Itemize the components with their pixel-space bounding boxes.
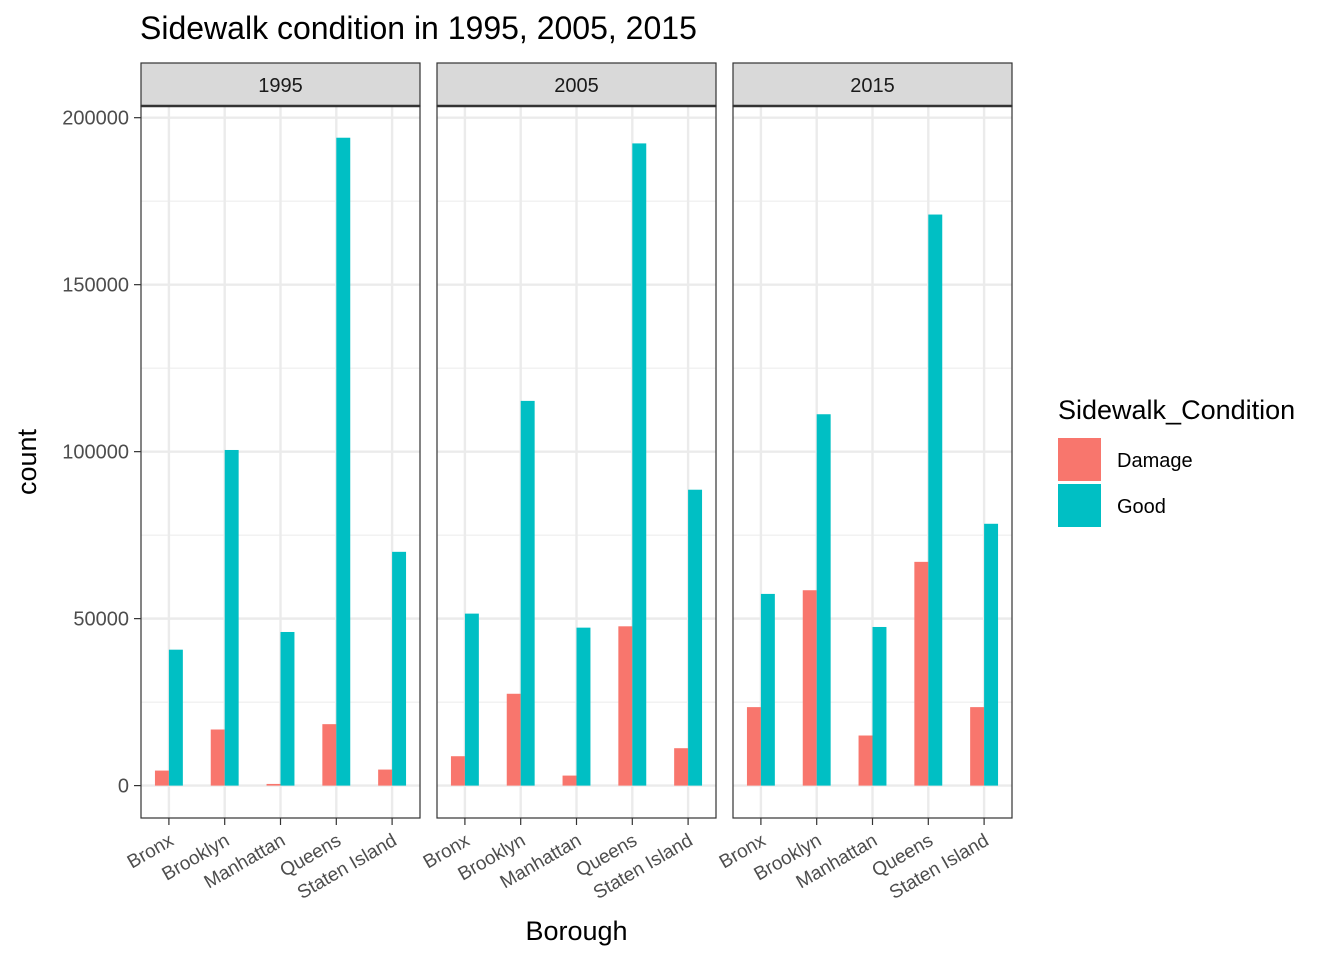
bar-1995-queens-good <box>336 137 351 786</box>
bar-1995-manhattan-damage <box>266 783 281 786</box>
bar-2015-queens-good <box>928 214 943 786</box>
legend-title: Sidewalk_Condition <box>1058 395 1295 425</box>
facet-strip-2015 <box>732 62 1013 107</box>
bar-2005-staten-island-damage <box>674 748 689 786</box>
chart-title: Sidewalk condition in 1995, 2005, 2015 <box>140 10 697 46</box>
y-tick-label: 200000 <box>62 108 129 130</box>
bar-2015-manhattan-damage <box>858 735 873 786</box>
facet-label-1995: 1995 <box>258 75 303 97</box>
facet-strip-1995 <box>140 62 421 107</box>
bar-2015-bronx-damage <box>746 707 761 786</box>
bar-2005-staten-island-good <box>688 489 703 786</box>
bar-1995-queens-damage <box>322 724 337 786</box>
bar-1995-staten-island-good <box>392 551 407 786</box>
facet-label-2015: 2015 <box>850 75 895 97</box>
bar-1995-manhattan-good <box>280 631 295 786</box>
bar-2015-brooklyn-damage <box>802 590 817 786</box>
bar-2005-queens-damage <box>618 626 633 786</box>
facet-label-2005: 2005 <box>554 75 599 97</box>
bar-2005-brooklyn-damage <box>506 693 521 786</box>
bar-2015-staten-island-good <box>984 523 999 786</box>
bar-1995-brooklyn-good <box>224 449 239 786</box>
bar-1995-brooklyn-damage <box>210 729 225 786</box>
bar-2015-staten-island-damage <box>970 707 985 786</box>
bar-2005-brooklyn-good <box>520 400 535 786</box>
bar-2005-manhattan-damage <box>562 775 577 786</box>
legend-key-good <box>1058 484 1101 527</box>
bar-2005-bronx-good <box>464 613 479 786</box>
legend-label-good: Good <box>1117 496 1166 518</box>
bar-2005-manhattan-good <box>576 627 591 786</box>
y-tick-label: 50000 <box>73 609 129 631</box>
bar-2015-manhattan-good <box>872 626 887 786</box>
bar-1995-bronx-good <box>168 649 183 786</box>
legend-key-damage <box>1058 438 1101 481</box>
y-tick-label: 100000 <box>62 442 129 464</box>
bar-2005-queens-good <box>632 143 647 786</box>
y-tick-label: 150000 <box>62 275 129 297</box>
bar-2015-bronx-good <box>760 593 775 786</box>
legend-label-damage: Damage <box>1117 450 1193 472</box>
y-axis-title: count <box>12 428 42 495</box>
bar-1995-staten-island-damage <box>378 769 393 786</box>
facet-strip-2005 <box>436 62 717 107</box>
bar-2015-brooklyn-good <box>816 414 831 786</box>
bar-2015-queens-damage <box>914 561 929 786</box>
bar-1995-bronx-damage <box>154 770 169 786</box>
y-tick-label: 0 <box>118 776 129 798</box>
bar-2005-bronx-damage <box>450 756 465 786</box>
x-axis-title: Borough <box>525 916 627 946</box>
